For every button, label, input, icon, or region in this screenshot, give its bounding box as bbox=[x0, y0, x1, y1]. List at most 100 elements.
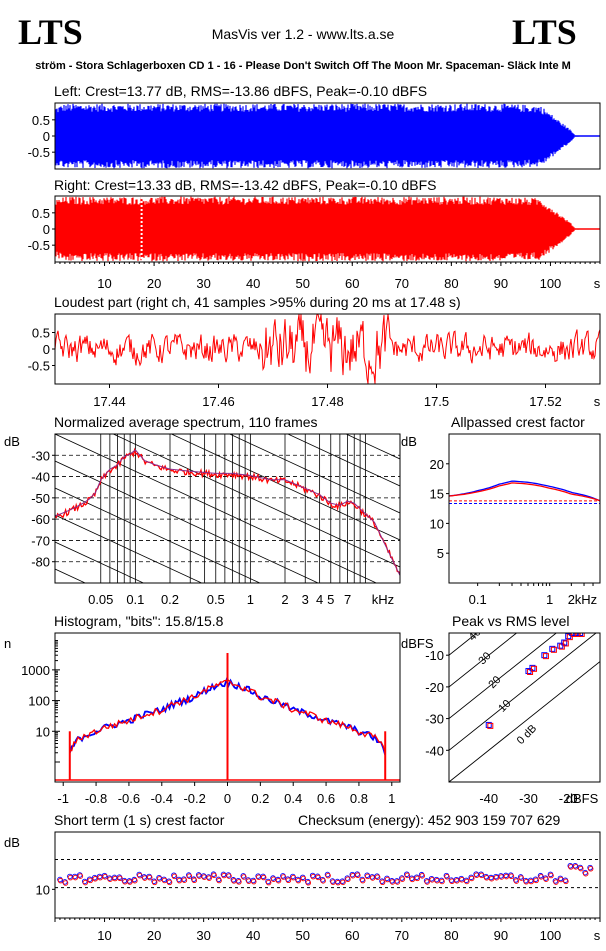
pvr-crest-label: 30 bbox=[476, 650, 493, 667]
pvr-point-left bbox=[485, 721, 492, 728]
pvr-xtick: dBFS bbox=[566, 791, 599, 806]
shortcrest-point-right bbox=[146, 874, 153, 881]
spectrum-xtick: 3 bbox=[302, 592, 309, 607]
shortcrest-xtick: s bbox=[594, 928, 601, 943]
waveform-ytick: -0.5 bbox=[28, 238, 50, 253]
shortcrest-point-right bbox=[409, 876, 416, 883]
shortcrest-point-right bbox=[464, 878, 470, 885]
shortcrest-point-right bbox=[553, 879, 559, 885]
shortcrest-point-right bbox=[454, 878, 460, 884]
waveform-ytick: 0.5 bbox=[32, 206, 50, 221]
shortcrest-point-right bbox=[260, 874, 267, 881]
spectrum-slope-line bbox=[345, 434, 400, 460]
pvr-point-right bbox=[531, 665, 538, 672]
pvr-point-right bbox=[562, 640, 569, 647]
pvr-crest-line bbox=[449, 633, 597, 751]
pvr-frame bbox=[448, 632, 601, 783]
histogram-ylabel: n bbox=[4, 636, 11, 651]
spectrum-xtick: kHz bbox=[372, 592, 394, 607]
time-tick: 80 bbox=[444, 276, 458, 291]
spectrum-slope-line bbox=[55, 245, 400, 405]
spectrum-slope-line bbox=[55, 541, 145, 583]
allpass-ytick: 20 bbox=[430, 457, 444, 472]
shortcrest-point-right bbox=[587, 866, 594, 872]
shortcrest-xtick: 100 bbox=[540, 928, 562, 943]
waveform-ytick: -0.5 bbox=[28, 145, 50, 160]
histogram-xtick: -0.6 bbox=[118, 791, 140, 806]
shortcrest-xtick: 40 bbox=[246, 928, 260, 943]
shortcrest-point-right bbox=[360, 877, 366, 884]
shortcrest-point-right bbox=[280, 874, 287, 880]
time-tick: 30 bbox=[196, 276, 210, 291]
shortcrest-point-right bbox=[369, 875, 376, 881]
loudest-xtick: 17.52 bbox=[529, 394, 562, 409]
logo-right: LTS bbox=[512, 12, 577, 52]
shortcrest-point-right bbox=[186, 873, 193, 879]
pvr-ytick: -40 bbox=[425, 743, 444, 758]
histogram-xtick: 0.6 bbox=[317, 791, 335, 806]
histogram-xtick: -0.2 bbox=[183, 791, 205, 806]
shortcrest-point-right bbox=[251, 878, 257, 885]
shortcrest-point-right bbox=[216, 877, 222, 884]
allpass-xtick: 0.1 bbox=[469, 592, 487, 607]
shortcrest-point-right bbox=[82, 879, 89, 886]
loudest-ytick: -0.5 bbox=[28, 359, 50, 374]
histogram-xtick: 0.2 bbox=[251, 791, 269, 806]
waveform-series bbox=[55, 196, 600, 262]
spectrum-curve-right bbox=[55, 447, 400, 575]
spectrum-xtick: 4 bbox=[316, 592, 323, 607]
spectrum-slope-line bbox=[55, 785, 400, 945]
allpassed-crest-chart: 20 15 10 5 0.1 1 2 kHz bbox=[430, 457, 600, 607]
shortcrest-xtick: 90 bbox=[494, 928, 508, 943]
time-tick: 60 bbox=[345, 276, 359, 291]
logo-left: LTS bbox=[18, 12, 83, 52]
histogram-xtick: 0 bbox=[224, 791, 231, 806]
shortcrest-point-right bbox=[290, 874, 297, 881]
allpass-curve-right bbox=[449, 482, 600, 502]
pvr-point-right bbox=[570, 633, 577, 637]
shortcrest-point-right bbox=[127, 879, 133, 885]
spectrum-chart: -30 -40 -50 -60 -70 -80 0.05 0.1 0.2 0.5 1 2 3 4 5 7 kHz bbox=[31, 245, 400, 945]
shortcrest-xtick: 50 bbox=[295, 928, 309, 943]
histogram-xtick: -0.4 bbox=[151, 791, 173, 806]
pvr-ytick: -20 bbox=[425, 680, 444, 695]
pvr-crest-label: 20 bbox=[486, 674, 503, 691]
shortcrest-point-right bbox=[171, 873, 178, 880]
spectrum-plot bbox=[55, 245, 400, 945]
shortcrest-point-right bbox=[543, 876, 549, 882]
pvr-point-left bbox=[549, 645, 556, 652]
shortcrest-point-right bbox=[181, 877, 188, 883]
histogram-chart: 1000 100 10 -1 -0.8 -0.6 -0.4 -0.2 0 0.2 0.4 0.6 0.8… bbox=[21, 640, 400, 806]
loudest-part-chart: 0.50 -0.5 17.44 17.46 17.48 17.5 17.52 s bbox=[28, 314, 601, 409]
shortcrest-point-right bbox=[87, 877, 94, 884]
loudest-xtick: 17.44 bbox=[93, 394, 126, 409]
loudest-ytick: 0.5 bbox=[32, 326, 50, 341]
shortcrest-point-right bbox=[469, 875, 475, 882]
shortcrest-xtick: 20 bbox=[147, 928, 161, 943]
spectrum-ytick: -50 bbox=[31, 491, 50, 506]
pvr-point-right bbox=[578, 633, 585, 637]
pvr-point-right bbox=[550, 646, 557, 653]
spectrum-xtick: 0.5 bbox=[207, 592, 225, 607]
spectrum-title: Normalized average spectrum, 110 frames bbox=[54, 414, 318, 430]
shortcrest-point-right bbox=[226, 873, 232, 879]
allpass-frame bbox=[448, 433, 601, 584]
spectrum-ylabel: dB bbox=[4, 434, 20, 449]
shortcrest-point-right bbox=[211, 872, 217, 879]
spectrum-ytick: -60 bbox=[31, 512, 50, 527]
loudest-xtick: s bbox=[594, 394, 601, 409]
loudest-ytick: 0 bbox=[43, 342, 50, 357]
shortcrest-point-right bbox=[305, 880, 312, 886]
histogram-title: Histogram, "bits": 15.8/15.8 bbox=[54, 613, 224, 629]
shortcrest-point-right bbox=[315, 874, 321, 881]
shortcrest-point-right bbox=[97, 874, 103, 881]
spectrum-slope-line bbox=[55, 434, 378, 583]
spectrum-slope-line bbox=[55, 487, 261, 583]
loudest-frame bbox=[54, 313, 601, 385]
shortcrest-point-right bbox=[439, 878, 445, 885]
allpass-plot bbox=[449, 480, 600, 505]
shortcrest-point-right bbox=[340, 879, 346, 886]
shortcrest-point-right bbox=[513, 878, 520, 884]
time-tick: 100 bbox=[540, 276, 562, 291]
